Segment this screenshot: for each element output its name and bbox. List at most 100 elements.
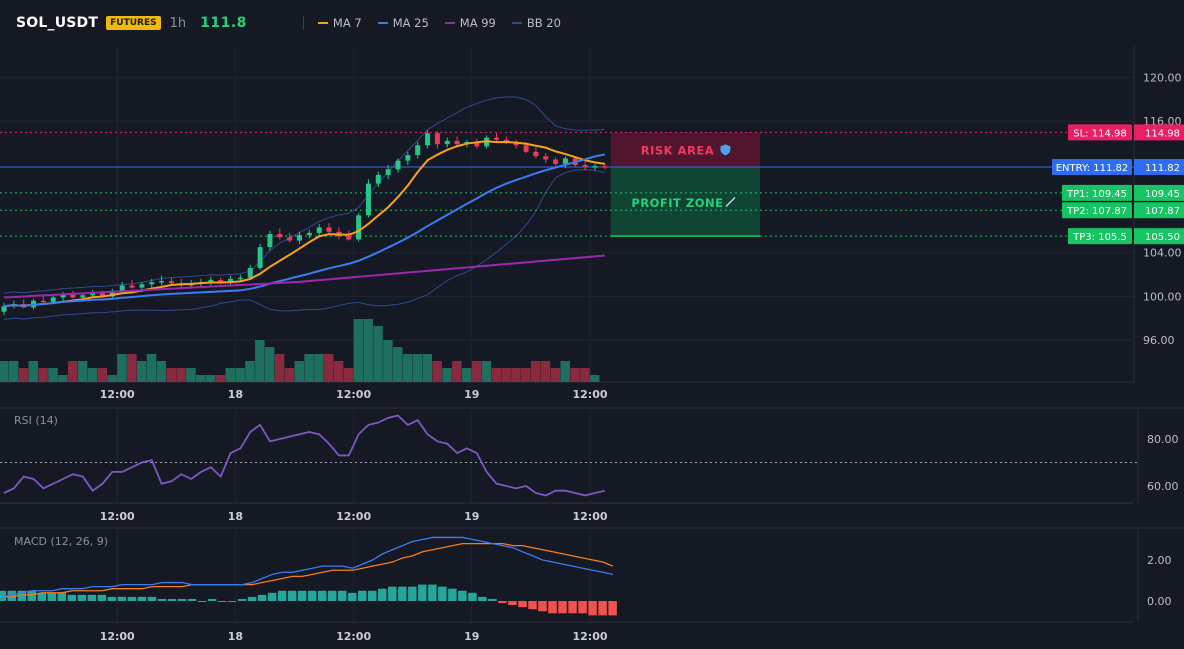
- sl-tag-label: SL: 114.98: [1073, 128, 1126, 139]
- time-tick-label: 12:00: [100, 630, 135, 643]
- legend-ma99[interactable]: MA 99: [444, 16, 496, 30]
- candle-body: [168, 281, 174, 284]
- volume-bar: [324, 354, 334, 382]
- candle-body: [208, 279, 214, 283]
- macd-histogram-bar: [0, 590, 6, 601]
- candle-body: [297, 235, 302, 241]
- candle-body: [405, 155, 411, 161]
- volume-bar: [146, 354, 157, 382]
- candle-body: [434, 133, 440, 145]
- volume-bar: [156, 361, 167, 382]
- time-tick-label: 12:00: [100, 388, 135, 401]
- tp2-tag-label: TP2: 107.87: [1066, 206, 1127, 217]
- candle-body: [159, 281, 165, 283]
- time-tick-label: 19: [464, 510, 479, 523]
- volume-bar: [97, 368, 107, 382]
- volume-bar: [196, 375, 206, 382]
- macd-histogram-bar: [448, 588, 457, 601]
- volume-bar: [461, 368, 472, 382]
- macd-histogram-bar: [398, 586, 407, 601]
- volume-bar: [87, 368, 98, 382]
- macd-histogram-bar: [558, 601, 567, 614]
- rsi-line: [3, 414, 606, 497]
- macd-histogram-bar: [207, 598, 217, 601]
- candle-body: [80, 295, 86, 298]
- legend-ma7-swatch: [317, 22, 328, 24]
- volume-bar: [186, 368, 196, 382]
- volume-bar: [530, 361, 541, 382]
- macd-histogram-bar: [337, 590, 347, 601]
- macd-histogram-bar: [408, 586, 417, 601]
- risk-area-label: RISK AREA: [641, 143, 714, 157]
- candle-body: [582, 165, 588, 168]
- macd-histogram-bar: [217, 601, 227, 602]
- macd-histogram-bar: [358, 590, 367, 601]
- time-tick-label: 18: [228, 388, 243, 401]
- volume-bar: [235, 368, 245, 382]
- candle-body: [592, 166, 598, 168]
- interval-selector[interactable]: 1h: [169, 15, 187, 31]
- volume-bar: [422, 354, 433, 382]
- candle-body: [70, 294, 76, 298]
- tp1-axis-bg: [1134, 184, 1184, 201]
- volume-bar: [136, 361, 147, 382]
- risk-area-zone: [610, 132, 760, 167]
- macd-histogram-bar: [67, 594, 77, 601]
- volume-bar: [393, 347, 403, 382]
- time-tick-label: 12:00: [572, 510, 607, 523]
- macd-histogram-bar: [528, 601, 537, 610]
- macd-histogram-bar: [187, 598, 197, 601]
- candle-body: [474, 142, 480, 147]
- tp1-tag-bg: [1062, 184, 1132, 201]
- volume-bar: [166, 368, 176, 382]
- candle-body: [247, 267, 253, 278]
- time-tick-label: 12:00: [100, 510, 135, 523]
- price-tick-label: 120.00: [1143, 71, 1182, 84]
- candle-body: [40, 300, 46, 303]
- entry-tag-bg: [1052, 158, 1132, 175]
- volume-bar: [0, 361, 9, 382]
- legend-ma7[interactable]: MA 7: [317, 16, 362, 30]
- tp1-axis-label: 109.45: [1145, 189, 1180, 200]
- candle-body: [602, 166, 608, 168]
- volume-bar: [284, 368, 295, 382]
- macd-histogram-bar: [117, 596, 127, 601]
- macd-histogram-bar: [578, 601, 587, 614]
- macd-histogram-bar: [277, 590, 287, 601]
- price-tick-label: 100.00: [1143, 290, 1182, 303]
- volume-bar: [176, 368, 186, 382]
- legend-ma25[interactable]: MA 25: [377, 16, 429, 30]
- macd-histogram-bar: [147, 596, 157, 601]
- macd-signal-line: [2, 542, 614, 598]
- macd-histogram-bar: [538, 601, 547, 612]
- macd-histogram-bar: [77, 594, 87, 601]
- volume-bar: [511, 368, 521, 382]
- candle-body: [50, 297, 56, 302]
- volume-bar: [304, 354, 314, 382]
- time-tick-label: 18: [228, 510, 243, 523]
- tp2-axis-label: 107.87: [1145, 206, 1180, 217]
- volume-bar: [225, 368, 236, 382]
- macd-histogram-bar: [478, 596, 487, 601]
- symbol-name[interactable]: SOL_USDT: [16, 15, 99, 31]
- tp1-tag-label: TP1: 109.45: [1066, 189, 1127, 200]
- volume-bar: [38, 368, 48, 382]
- macd-histogram-bar: [137, 596, 147, 601]
- macd-histogram-bar: [297, 590, 307, 601]
- macd-histogram-bar: [368, 590, 377, 601]
- candle-body: [1, 306, 7, 312]
- candle-body: [149, 282, 155, 285]
- macd-histogram-bar: [197, 601, 207, 602]
- volume-bar: [353, 319, 364, 382]
- legend-bb20[interactable]: BB 20: [511, 16, 561, 30]
- candle-body: [129, 285, 135, 288]
- candle-body: [316, 227, 322, 233]
- macd-histogram-bar: [7, 590, 17, 601]
- tp3-tag-bg: [1068, 228, 1132, 245]
- rsi-tick-label: 60.00: [1147, 480, 1179, 493]
- volume-bar: [294, 361, 304, 382]
- macd-histogram-bar: [287, 590, 297, 601]
- volume-bar: [245, 361, 255, 382]
